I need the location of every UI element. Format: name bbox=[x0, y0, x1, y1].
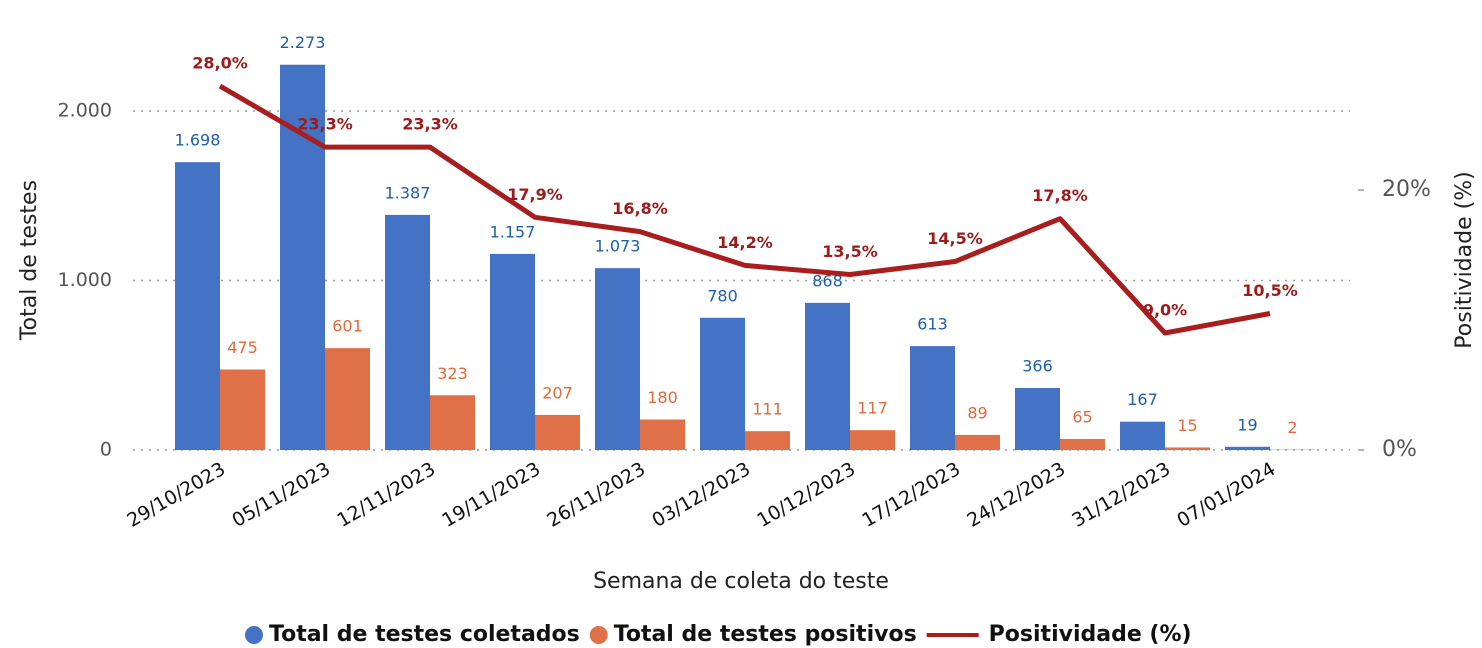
x-tick-label: 29/10/2023 bbox=[123, 458, 229, 532]
x-axis-title: Semana de coleta do teste bbox=[593, 569, 889, 594]
bar-value-label: 19 bbox=[1237, 415, 1257, 434]
bar-value-label: 868 bbox=[812, 271, 843, 290]
bar-value-label: 89 bbox=[967, 403, 987, 422]
bar bbox=[850, 430, 895, 450]
line-value-label: 23,3% bbox=[297, 115, 353, 134]
x-tick-label: 12/11/2023 bbox=[333, 458, 439, 532]
bar bbox=[805, 302, 850, 450]
x-tick-label: 24/12/2023 bbox=[963, 458, 1069, 532]
x-tick-label: 07/01/2024 bbox=[1173, 458, 1279, 532]
bar bbox=[955, 434, 1000, 450]
bar-value-label: 1.387 bbox=[385, 183, 431, 202]
line-value-label: 17,9% bbox=[507, 185, 563, 204]
bar-value-label: 65 bbox=[1072, 407, 1092, 426]
y2-tick-label: 20% bbox=[1382, 177, 1431, 202]
bar-value-label: 601 bbox=[332, 317, 363, 336]
bar-value-label: 1.157 bbox=[490, 222, 536, 241]
line-value-label: 13,5% bbox=[822, 242, 878, 261]
y-tick-label: 2.000 bbox=[58, 100, 112, 122]
bar bbox=[1015, 387, 1060, 450]
x-tick-label: 17/12/2023 bbox=[858, 458, 964, 532]
x-tick-label: 10/12/2023 bbox=[753, 458, 859, 532]
bar bbox=[1120, 421, 1165, 450]
bar-value-label: 2.273 bbox=[280, 33, 326, 52]
bar-value-label: 15 bbox=[1177, 416, 1197, 435]
legend-label: Total de testes positivos bbox=[614, 622, 917, 647]
bar-value-label: 117 bbox=[857, 399, 888, 418]
line-value-label: 14,2% bbox=[717, 233, 773, 252]
legend-swatch bbox=[589, 626, 608, 644]
bar-value-label: 167 bbox=[1127, 390, 1158, 409]
y2-axis-title: Positividade (%) bbox=[1452, 171, 1477, 348]
line-value-label: 10,5% bbox=[1242, 281, 1298, 300]
bar-value-label: 2 bbox=[1287, 418, 1297, 437]
bar-value-label: 1.073 bbox=[595, 237, 641, 256]
legend-swatch bbox=[245, 626, 263, 644]
bar bbox=[325, 348, 370, 450]
bar bbox=[220, 369, 265, 450]
bar bbox=[1165, 447, 1210, 450]
y2-tick-label: 0% bbox=[1382, 437, 1417, 462]
bar bbox=[595, 268, 640, 450]
bar bbox=[535, 414, 580, 450]
y-tick-label: 0 bbox=[100, 439, 112, 461]
bar bbox=[640, 419, 685, 450]
legend-label: Positividade (%) bbox=[989, 622, 1192, 647]
x-tick-label: 19/11/2023 bbox=[438, 458, 544, 532]
bar bbox=[175, 162, 220, 450]
bar bbox=[280, 64, 325, 450]
legend: Total de testes coletados Total de testes… bbox=[245, 622, 1192, 647]
bar-value-label: 475 bbox=[227, 338, 258, 357]
bar bbox=[490, 253, 535, 450]
x-tick-label: 03/12/2023 bbox=[648, 458, 754, 532]
y-tick-label: 1.000 bbox=[58, 269, 112, 291]
bar bbox=[385, 214, 430, 450]
legend-label: Total de testes coletados bbox=[269, 622, 580, 647]
line-value-label: 17,8% bbox=[1032, 186, 1088, 205]
bar-value-label: 1.698 bbox=[175, 131, 221, 150]
bar-value-label: 613 bbox=[917, 315, 948, 334]
x-tick-label: 05/11/2023 bbox=[228, 458, 334, 532]
bar-value-label: 180 bbox=[647, 388, 678, 407]
bar bbox=[910, 346, 955, 450]
bar-value-label: 207 bbox=[542, 383, 573, 402]
bar bbox=[1225, 446, 1270, 450]
bar bbox=[430, 395, 475, 450]
line-value-label: 28,0% bbox=[192, 54, 248, 73]
line-value-label: 23,3% bbox=[402, 115, 458, 134]
bar-value-label: 111 bbox=[752, 400, 783, 419]
bar bbox=[1060, 438, 1105, 450]
y-axis-title: Total de testes bbox=[17, 180, 42, 341]
line-value-label: 14,5% bbox=[927, 229, 983, 248]
bar-value-label: 366 bbox=[1022, 356, 1053, 375]
x-tick-label: 26/11/2023 bbox=[543, 458, 649, 532]
bar-value-label: 323 bbox=[437, 364, 468, 383]
bar bbox=[745, 431, 790, 450]
x-tick-label: 31/12/2023 bbox=[1068, 458, 1174, 532]
bar bbox=[700, 317, 745, 450]
bar-value-label: 780 bbox=[707, 286, 738, 305]
line bbox=[218, 83, 1271, 336]
line-value-label: 16,8% bbox=[612, 199, 668, 218]
line-value-label: 9,0% bbox=[1143, 301, 1187, 320]
